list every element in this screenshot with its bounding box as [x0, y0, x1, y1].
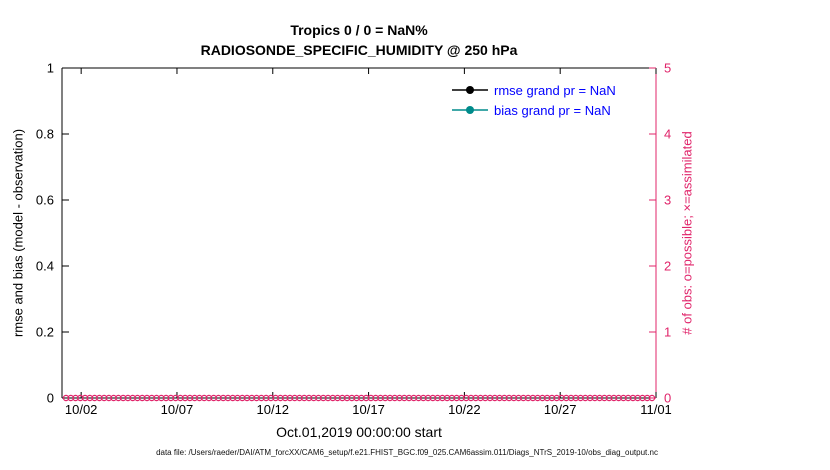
left-y-tick-label: 0.6 — [35, 192, 54, 208]
right-y-tick-label: 3 — [664, 192, 672, 208]
x-tick-label: 10/12 — [256, 402, 290, 417]
left-y-tick-label: 0 — [46, 390, 54, 406]
legend-marker-icon — [452, 106, 488, 114]
x-tick-label: 10/22 — [448, 402, 481, 417]
x-tick-label: 10/02 — [64, 402, 98, 417]
legend-entry: rmse grand pr = NaN — [452, 80, 616, 100]
right-y-tick-label: 5 — [664, 60, 672, 76]
left-y-axis-label: rmse and bias (model - observation) — [10, 128, 26, 338]
x-axis-label: Oct.01,2019 00:00:00 start — [276, 424, 442, 440]
left-y-tick-label: 0.2 — [35, 324, 54, 340]
left-y-tick-label: 0.8 — [35, 126, 54, 142]
right-y-tick-label: 4 — [664, 126, 672, 142]
legend-entry-label: bias grand pr = NaN — [494, 102, 611, 118]
chart-title-line1: Tropics 0 / 0 = NaN% — [290, 22, 428, 38]
legend: rmse grand pr = NaN bias grand pr = NaN — [452, 80, 616, 120]
chart-title-line2: RADIOSONDE_SPECIFIC_HUMIDITY @ 250 hPa — [200, 42, 518, 58]
right-y-tick-label: 0 — [664, 390, 672, 406]
right-y-tick-label: 1 — [664, 324, 672, 340]
legend-entry: bias grand pr = NaN — [452, 100, 616, 120]
data-file-caption: data file: /Users/raeder/DAI/ATM_forcXX/… — [156, 448, 658, 457]
left-y-tick-label: 0.4 — [35, 258, 54, 274]
right-y-axis-label: # of obs: o=possible; ×=assimilated — [679, 131, 695, 335]
legend-entry-label: rmse grand pr = NaN — [494, 82, 616, 98]
legend-marker-icon — [452, 86, 488, 94]
x-tick-label: 10/17 — [352, 402, 385, 417]
right-y-tick-label: 2 — [664, 258, 672, 274]
x-tick-label: 10/07 — [160, 402, 194, 417]
left-y-tick-label: 1 — [46, 60, 54, 76]
x-tick-label: 10/27 — [543, 402, 577, 417]
obs-possible-marker — [648, 394, 656, 402]
x-tick-label: 11/01 — [640, 402, 672, 417]
